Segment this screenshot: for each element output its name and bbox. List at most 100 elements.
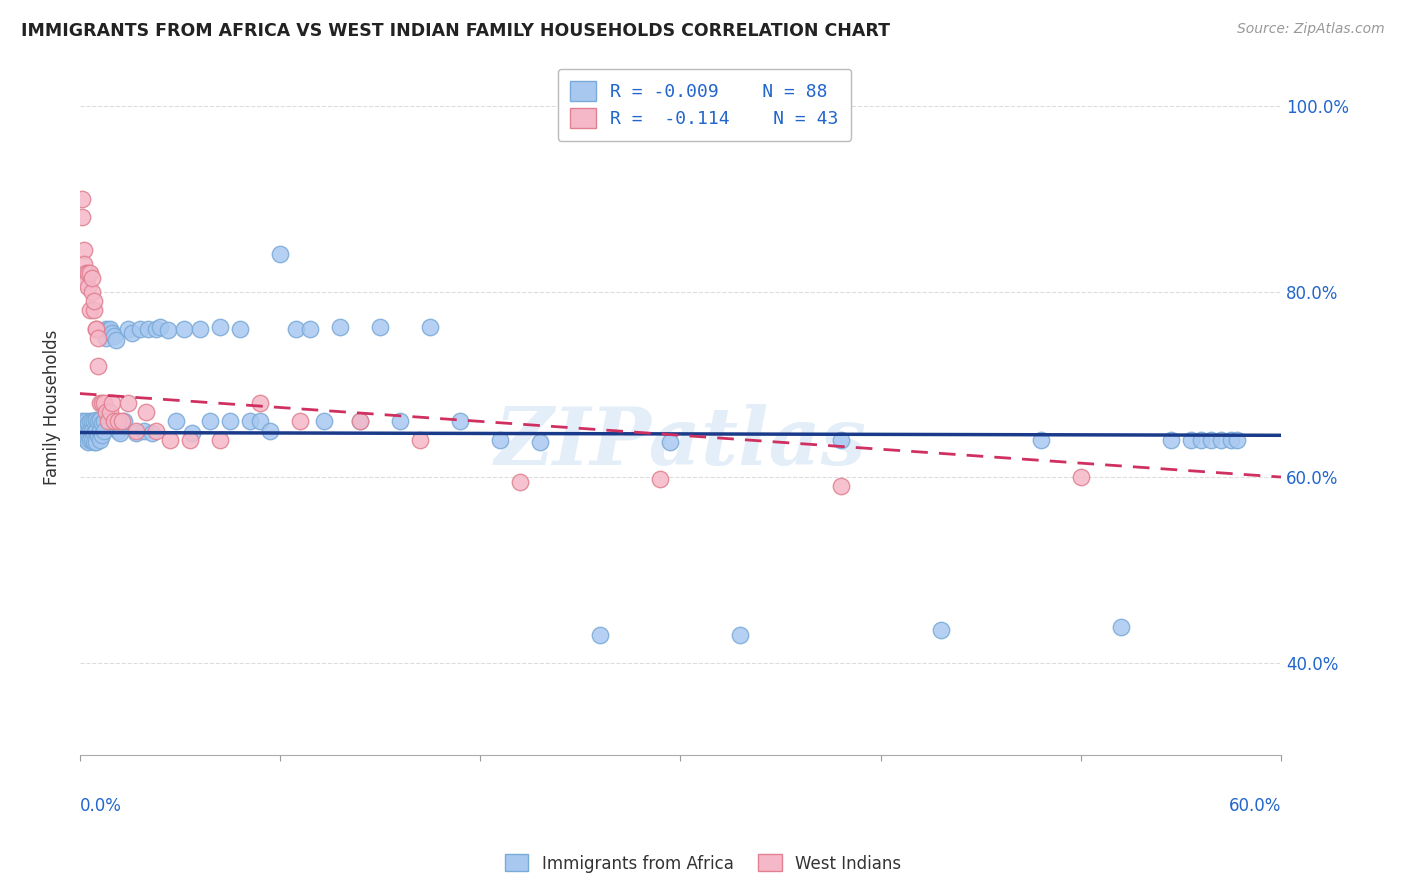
Point: [349, 414, 371, 428]
Point: [104, 333, 127, 347]
Point: [79, 266, 101, 280]
Point: [730, 628, 752, 642]
Point: [1199, 433, 1222, 447]
Point: [285, 321, 308, 335]
Point: [79, 433, 101, 447]
Point: [80, 424, 103, 438]
Point: [173, 321, 195, 335]
Point: [80, 414, 103, 428]
Point: [101, 396, 124, 410]
Point: [329, 319, 352, 334]
Point: [188, 321, 211, 335]
Point: [84, 434, 107, 449]
Point: [87, 414, 110, 428]
Point: [145, 424, 167, 438]
Point: [89, 424, 111, 438]
Point: [87, 359, 110, 373]
Point: [117, 396, 139, 410]
Point: [145, 321, 167, 335]
Point: [198, 414, 221, 428]
Point: [84, 321, 107, 335]
Point: [269, 247, 291, 261]
Point: [87, 331, 110, 345]
Point: [83, 414, 105, 428]
Point: [529, 434, 551, 449]
Point: [93, 396, 115, 410]
Point: [489, 433, 512, 447]
Point: [70, 414, 93, 428]
Point: [94, 321, 117, 335]
Point: [98, 405, 121, 419]
Point: [449, 414, 471, 428]
Point: [108, 425, 131, 440]
Point: [650, 472, 672, 486]
Point: [1209, 433, 1232, 447]
Point: [79, 303, 101, 318]
Point: [1219, 433, 1241, 447]
Point: [77, 280, 100, 294]
Point: [75, 414, 97, 428]
Point: [111, 414, 134, 428]
Point: [208, 319, 231, 334]
Point: [75, 275, 97, 289]
Point: [179, 433, 201, 447]
Text: Source: ZipAtlas.com: Source: ZipAtlas.com: [1237, 22, 1385, 37]
Point: [97, 414, 120, 428]
Point: [509, 475, 531, 489]
Y-axis label: Family Households: Family Households: [44, 330, 60, 485]
Point: [77, 266, 100, 280]
Point: [73, 257, 96, 271]
Point: [101, 326, 124, 341]
Point: [288, 414, 311, 428]
Point: [90, 396, 112, 410]
Point: [141, 425, 163, 440]
Point: [80, 433, 103, 447]
Point: [75, 433, 97, 447]
Point: [70, 424, 93, 438]
Point: [239, 414, 262, 428]
Point: [77, 434, 100, 449]
Point: [219, 414, 242, 428]
Text: ZIPatlas: ZIPatlas: [495, 403, 866, 481]
Legend: R = -0.009    N = 88, R =  -0.114    N = 43: R = -0.009 N = 88, R = -0.114 N = 43: [558, 69, 851, 141]
Point: [83, 303, 105, 318]
Point: [208, 433, 231, 447]
Point: [349, 414, 371, 428]
Text: 0.0%: 0.0%: [80, 797, 122, 815]
Point: [93, 414, 115, 428]
Point: [87, 428, 110, 442]
Point: [249, 414, 271, 428]
Point: [90, 416, 112, 430]
Point: [830, 433, 852, 447]
Point: [659, 434, 682, 449]
Point: [135, 405, 157, 419]
Point: [132, 424, 155, 438]
Point: [389, 414, 412, 428]
Point: [77, 425, 100, 440]
Point: [249, 396, 271, 410]
Point: [103, 329, 125, 343]
Point: [83, 425, 105, 440]
Point: [70, 211, 93, 225]
Point: [1226, 433, 1249, 447]
Point: [73, 425, 96, 440]
Point: [75, 424, 97, 438]
Point: [112, 414, 135, 428]
Point: [589, 628, 612, 642]
Point: [1109, 620, 1132, 634]
Point: [73, 419, 96, 434]
Text: 60.0%: 60.0%: [1229, 797, 1281, 815]
Point: [136, 321, 159, 335]
Point: [121, 326, 143, 341]
Point: [1189, 433, 1212, 447]
Point: [830, 479, 852, 493]
Point: [70, 192, 93, 206]
Point: [94, 331, 117, 345]
Point: [89, 396, 111, 410]
Point: [75, 266, 97, 280]
Text: IMMIGRANTS FROM AFRICA VS WEST INDIAN FAMILY HOUSEHOLDS CORRELATION CHART: IMMIGRANTS FROM AFRICA VS WEST INDIAN FA…: [21, 22, 890, 40]
Point: [89, 433, 111, 447]
Point: [1160, 433, 1182, 447]
Point: [103, 414, 125, 428]
Point: [419, 319, 441, 334]
